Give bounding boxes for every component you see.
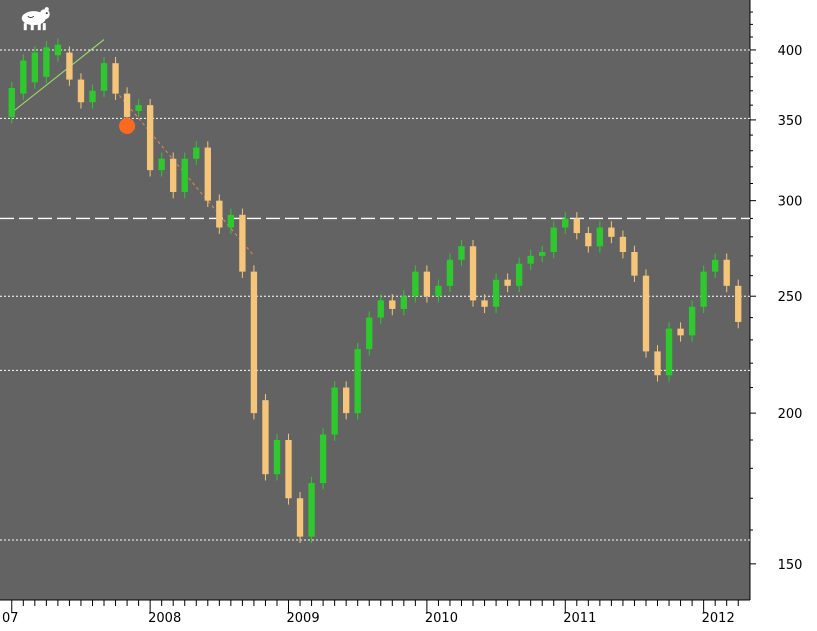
candle-body	[723, 259, 730, 286]
candle-body	[158, 158, 165, 171]
candle-body	[89, 90, 96, 103]
candle-body	[688, 306, 696, 336]
candle-body	[170, 158, 177, 193]
candle-body	[146, 105, 154, 171]
candle-body	[8, 87, 15, 117]
markers	[119, 117, 136, 134]
candle-body	[31, 52, 38, 83]
candle-body	[296, 498, 304, 537]
x-axis-panel	[0, 600, 817, 627]
candle-body	[423, 271, 431, 297]
candle-body	[400, 296, 407, 309]
y-tick-label: 300	[778, 195, 803, 210]
candle-body	[377, 300, 384, 318]
candles	[8, 38, 742, 543]
candle-body	[193, 147, 200, 159]
candle-body	[700, 271, 707, 307]
candle-body	[181, 158, 188, 193]
candle-body	[665, 328, 673, 376]
candle-body	[539, 252, 546, 256]
y-tick-label: 400	[778, 44, 803, 59]
x-tick-label: 2012	[702, 611, 735, 626]
candle-body	[654, 351, 661, 376]
candle-body	[446, 259, 454, 286]
y-axis: 150 200 250 300 350 400	[750, 11, 803, 573]
candle-body	[435, 285, 442, 297]
candle-body	[216, 200, 223, 228]
candle-body	[20, 60, 27, 94]
bear-icon	[21, 7, 50, 31]
candle-body	[331, 387, 338, 435]
candle-body	[550, 227, 557, 253]
candle-body	[123, 93, 131, 117]
y-tick-label: 250	[778, 290, 803, 305]
candle-body	[712, 259, 719, 272]
x-tick-label: 2010	[425, 611, 458, 626]
x-tick-label: 2009	[287, 611, 320, 626]
candle-body	[135, 105, 142, 111]
candle-body	[585, 233, 592, 247]
candle-body	[100, 63, 108, 91]
candle-body	[43, 47, 50, 77]
candle-body	[608, 227, 615, 237]
candle-body	[273, 439, 281, 475]
candle-body	[319, 434, 327, 484]
candle-body	[308, 483, 315, 537]
candle-body	[250, 271, 258, 414]
candle-body	[458, 246, 465, 260]
x-tick-label: 2008	[148, 611, 181, 626]
trendline-0	[11, 39, 105, 113]
candle-body	[515, 263, 523, 286]
x-axis: 07 2008 2009 2010 2011 2012	[2, 600, 739, 626]
candle-body	[285, 439, 292, 499]
candle-body	[77, 79, 85, 103]
candle-body	[66, 52, 73, 80]
y-tick-label: 200	[778, 407, 803, 422]
candle-body	[469, 246, 477, 301]
candle-body	[262, 400, 269, 475]
candle-body	[677, 328, 684, 336]
y-axis-panel	[750, 0, 817, 600]
candle-body	[481, 300, 488, 307]
candle-body	[204, 147, 211, 201]
candle-body	[412, 271, 419, 297]
x-tick-label: 07	[2, 611, 19, 626]
y-tick-label: 350	[778, 114, 803, 129]
candle-body	[343, 387, 350, 414]
candle-body	[735, 285, 742, 322]
candle-body	[354, 349, 361, 414]
candle-body	[389, 300, 396, 309]
y-tick-label: 150	[778, 558, 803, 573]
signal-marker	[119, 117, 136, 134]
candle-body	[642, 275, 650, 352]
x-tick-label: 2011	[563, 611, 596, 626]
candle-body	[573, 218, 580, 234]
candle-body	[562, 218, 569, 228]
candle-body	[112, 63, 119, 94]
candle-body	[619, 236, 627, 253]
trendlines	[11, 39, 255, 257]
candle-body	[492, 279, 500, 307]
candle-body	[504, 279, 511, 286]
candle-body	[227, 214, 235, 228]
candle-body	[527, 255, 534, 264]
candle-body	[631, 252, 638, 276]
candle-body	[596, 227, 604, 247]
candle-body	[54, 44, 62, 56]
candle-body	[366, 317, 373, 350]
candle-body	[239, 214, 246, 272]
